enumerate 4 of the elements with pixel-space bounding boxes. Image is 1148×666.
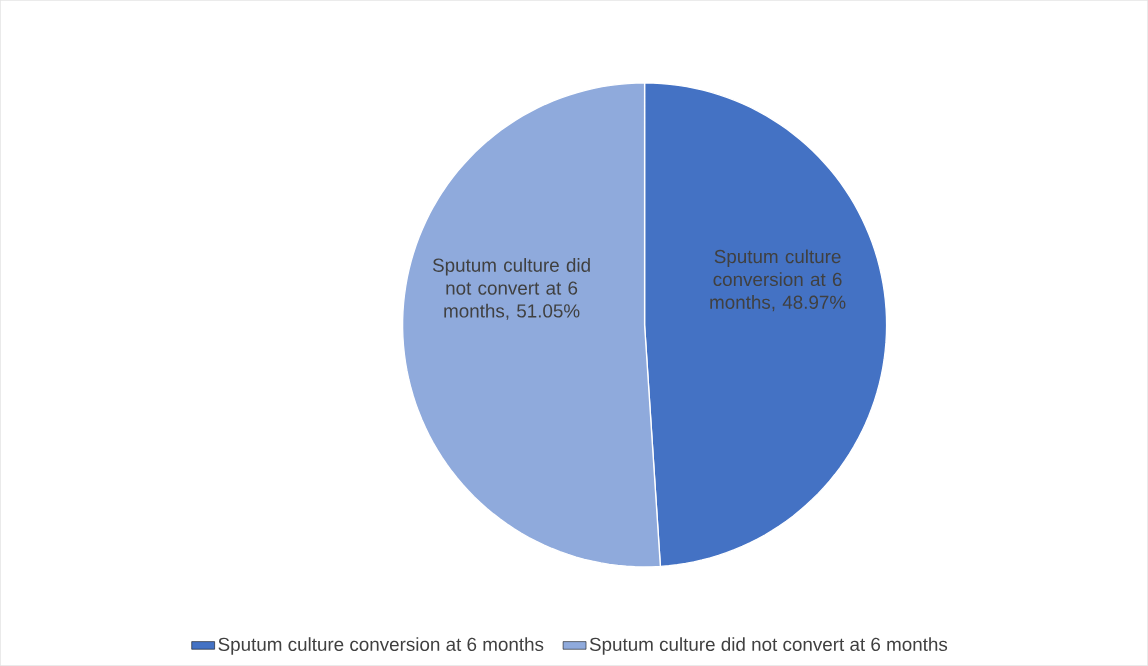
data-label: Sputum culture did not convert at 6 months, 51.05% [432, 258, 590, 320]
legend-label: Sputum culture conversion at 6 months [218, 637, 544, 655]
legend-label: Sputum culture did not convert at 6 months [589, 637, 948, 655]
data-label: Sputum culture conversion at 6 months, 48.97% [710, 249, 846, 312]
